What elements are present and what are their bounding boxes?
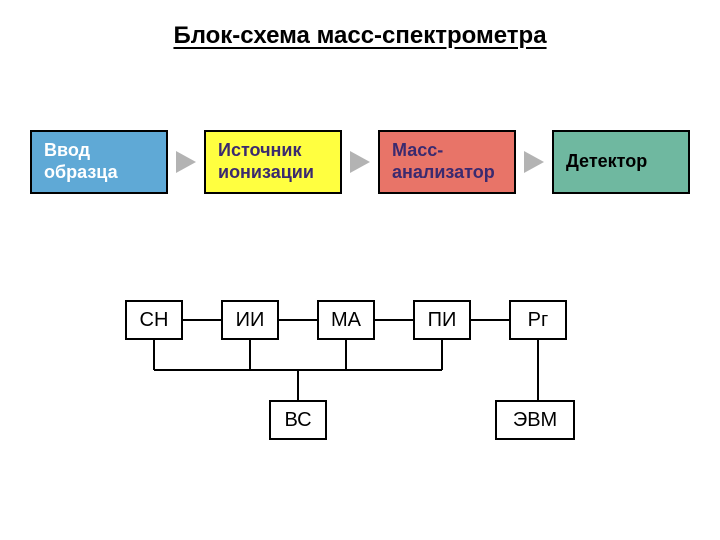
small-box-pi: ПИ [413, 300, 471, 340]
small-box-ii: ИИ [221, 300, 279, 340]
arrow-icon [350, 151, 370, 173]
small-box-evm: ЭВМ [495, 400, 575, 440]
small-box-pr: Рг [509, 300, 567, 340]
flow-box-ionization-source: Источникионизации [204, 130, 342, 194]
flow-row: Вводобразца Источникионизации Масс-анали… [30, 130, 690, 194]
flow-box-sample-input: Вводобразца [30, 130, 168, 194]
small-box-sn: СН [125, 300, 183, 340]
flow-label: Источникионизации [218, 140, 314, 183]
flow-box-mass-analyzer: Масс-анализатор [378, 130, 516, 194]
small-box-ma: МА [317, 300, 375, 340]
small-box-vs: ВС [269, 400, 327, 440]
arrow-icon [176, 151, 196, 173]
flow-label: Вводобразца [44, 140, 118, 183]
lower-diagram: СН ИИ МА ПИ Рг ВС ЭВМ [125, 300, 595, 455]
arrow-icon [524, 151, 544, 173]
page-title: Блок-схема масс-спектрометра [173, 22, 546, 50]
flow-label: Масс-анализатор [392, 140, 495, 183]
flow-label: Детектор [566, 151, 647, 173]
flow-box-detector: Детектор [552, 130, 690, 194]
